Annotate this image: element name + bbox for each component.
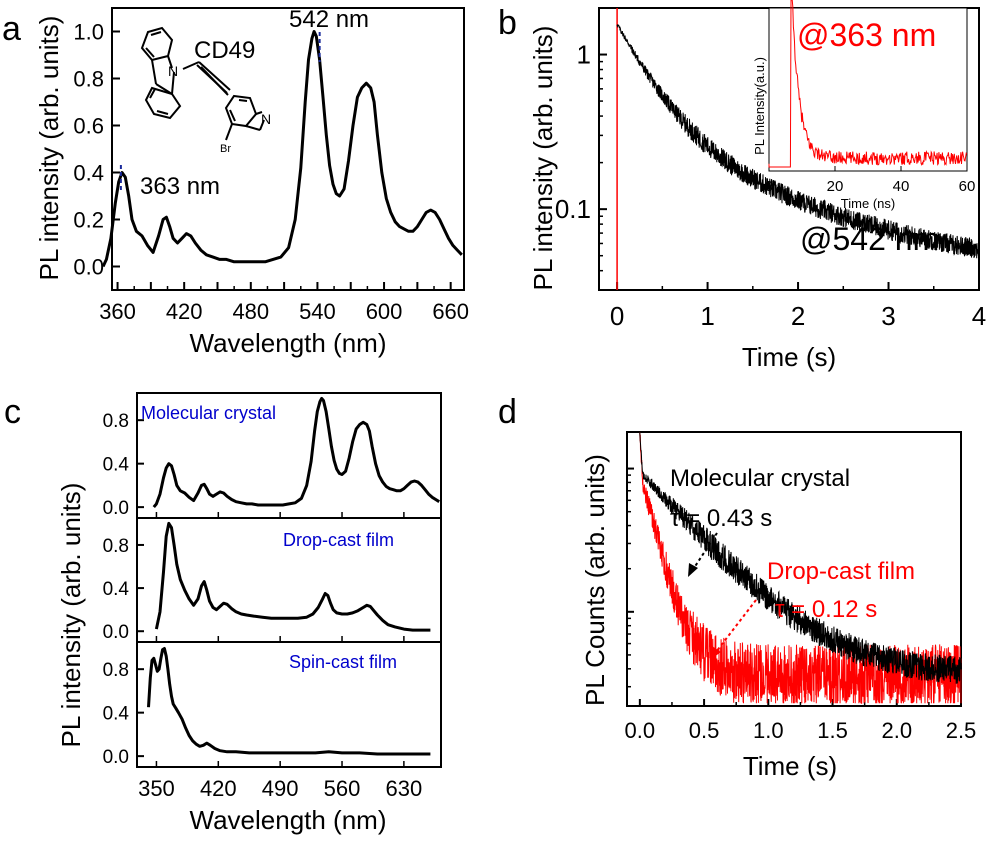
panel-b-series-label-542: @542 nm [800, 221, 939, 257]
panel-a-x-tick-label: 540 [299, 299, 336, 324]
panel-b-x-axis-label: Time (s) [742, 342, 836, 372]
panel-a-y-tick-label: 0.6 [73, 114, 104, 139]
panel-b-inset: 0 20 40 60 @363 nm Time (ns) PL Intensity(a… [752, 0, 975, 211]
panel-d-label-drop-cast: Drop-cast film [767, 558, 915, 585]
panel-a-x-axis-label: Wavelength (nm) [190, 328, 387, 358]
panel-a-y-tick-label: 1.0 [73, 20, 104, 45]
panel-a-y-tick-label: 0.0 [73, 255, 104, 280]
panel-c-frame-bottom [136, 641, 442, 768]
panel-d-arrowhead-drop-cast [710, 646, 721, 660]
panel-c-y-tick-label: 0.8 [103, 536, 129, 557]
panel-d-y-axis-label: PL Counts (arb. units) [580, 454, 610, 706]
panel-a-x-tick-label: 600 [366, 299, 403, 324]
molecule-atom-br: Br [220, 143, 231, 155]
panel-b-y-axis-label: PL intensity (arb. units) [528, 26, 558, 291]
molecule-atom-n-pyridine: N [261, 111, 271, 127]
panel-c-x-tick-label: 350 [138, 776, 175, 801]
panel-c-y-tick-label: 0.4 [103, 704, 130, 725]
panel-b: 0 1 2 3 4 0.1 1 @542 nm 0 20 40 60 @363 nm Time (… [528, 0, 986, 372]
panel-a-x-tick-label: 480 [232, 299, 269, 324]
panel-a: 360 420 480 540 600 660 0.0 0.2 0.4 0.6 0.8 1.0 542… [34, 6, 469, 358]
panel-d-x-tick-label: 0.5 [689, 718, 720, 743]
panel-b-x-tick-label: 2 [791, 301, 805, 331]
panel-b-inset-series-label: @363 nm [797, 17, 936, 53]
panel-b-y-tick-label: 1 [577, 40, 591, 70]
panel-a-spectrum-line [101, 30, 463, 268]
panel-c-x-tick-label: 630 [386, 776, 423, 801]
panel-c-subplot-label-spin-cast: Spin-cast film [289, 652, 397, 672]
panel-a-y-tick-label: 0.4 [73, 161, 104, 186]
panel-b-inset-x-tick-label: 20 [827, 178, 844, 195]
panel-label-a: a [2, 10, 21, 48]
panel-b-x-tick-label: 0 [610, 301, 624, 331]
panel-d-x-tick-label: 1.5 [817, 718, 848, 743]
panel-a-peak-label-363: 363 nm [140, 173, 220, 200]
panel-c-x-tick-label: 420 [200, 776, 237, 801]
panel-c-x-tick-label: 560 [324, 776, 361, 801]
panel-a-x-tick-label: 660 [432, 299, 469, 324]
panel-a-peak-label-542: 542 nm [289, 6, 369, 33]
panel-b-x-tick-label: 3 [881, 301, 895, 331]
panel-a-frame [111, 7, 465, 291]
panel-c-y-tick-label: 0.8 [103, 660, 129, 681]
panel-d-x-tick-label: 1.0 [753, 718, 784, 743]
panel-d-x-tick-label: 0.0 [625, 718, 656, 743]
panel-b-inset-y-axis-label: PL Intensity(a.u.) [752, 57, 767, 155]
panel-a-y-tick-label: 0.2 [73, 208, 104, 233]
panel-d-x-axis-label: Time (s) [743, 751, 837, 781]
panel-d-x-tick-label: 2.5 [946, 718, 977, 743]
panel-b-inset-x-tick-label: 40 [893, 178, 910, 195]
panel-c-y-tick-label: 0.0 [103, 747, 129, 768]
panel-d-label-molecular-crystal: Molecular crystal [670, 465, 850, 492]
panel-c-subplot-label-molecular-crystal: Molecular crystal [141, 403, 276, 423]
panel-c-y-tick-label: 0.0 [103, 498, 129, 519]
panel-label-b: b [498, 4, 517, 42]
panel-label-d: d [498, 393, 517, 431]
panel-a-y-tick-label: 0.8 [73, 67, 104, 92]
panel-b-x-tick-label: 1 [700, 301, 714, 331]
panel-c-x-tick-label: 490 [262, 776, 299, 801]
panel-d-label-tau-crystal: τ = 0.43 s [670, 505, 772, 532]
panel-d: 0.0 0.5 1.0 1.5 2.0 2.5 Molecular crystal τ =… [580, 431, 977, 781]
panel-b-inset-frame [768, 7, 968, 172]
panel-b-y-tick-label: 0.1 [555, 194, 591, 224]
panel-d-molecular-crystal-line [639, 432, 962, 684]
panel-c-y-axis-label: PL intensity (arb. units) [56, 483, 86, 748]
panel-a-x-tick-label: 360 [99, 299, 136, 324]
panel-d-label-tau-drop-cast: τ = 0.12 s [775, 596, 877, 623]
panel-c: 0.0 0.4 0.8 0.0 0.4 0.8 0.0 0.4 0.8 350 420 490 560 6… [56, 392, 442, 835]
panel-b-inset-x-tick-label: 0 [765, 178, 773, 195]
panel-b-series-542nm-line [616, 24, 980, 259]
panel-d-arrowhead-crystal [688, 563, 698, 577]
panel-b-inset-x-axis-label: Time (ns) [841, 196, 895, 211]
panel-d-arrow-crystal [691, 532, 718, 572]
molecule-atom-n-carbazole: N [168, 63, 178, 79]
panel-c-subplot-label-drop-cast: Drop-cast film [283, 530, 394, 550]
panel-a-compound-label: CD49 [194, 37, 255, 64]
panel-b-inset-x-tick-label: 60 [959, 178, 976, 195]
panel-d-arrow-drop-cast [715, 599, 757, 653]
panel-c-x-axis-label: Wavelength (nm) [190, 805, 387, 835]
panel-c-drop-cast-line [154, 521, 431, 632]
panel-c-y-tick-label: 0.0 [103, 622, 129, 643]
panel-c-spin-cast-line [147, 647, 431, 756]
panel-b-inset-decay-line [768, 0, 968, 168]
panel-c-y-tick-label: 0.4 [103, 455, 130, 476]
molecule-structure [140, 26, 265, 141]
panel-c-molecular-crystal-line [152, 396, 440, 509]
panel-a-y-axis-label: PL intensity (arb. units) [34, 16, 64, 281]
panel-d-x-tick-label: 2.0 [881, 718, 912, 743]
panel-c-y-tick-label: 0.4 [103, 579, 130, 600]
panel-c-y-tick-label: 0.8 [103, 411, 129, 432]
panel-b-x-tick-label: 4 [972, 301, 986, 331]
panel-label-c: c [4, 393, 21, 431]
panel-a-x-tick-label: 420 [166, 299, 203, 324]
